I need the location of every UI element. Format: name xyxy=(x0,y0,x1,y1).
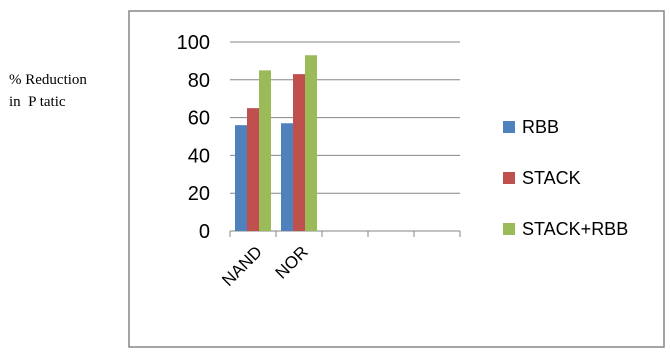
bar-nand-stack-plus-rbb xyxy=(259,70,271,231)
legend-label-stack: STACK xyxy=(522,168,581,188)
y-tick-100: 100 xyxy=(177,32,210,54)
legend-swatch-stack-plus-rbb xyxy=(503,223,515,235)
y-axis-label-line-2: in P tatic xyxy=(9,94,66,110)
y-tick-80: 80 xyxy=(188,70,210,92)
y-tick-0: 0 xyxy=(199,221,210,243)
bar-nor-stack-plus-rbb xyxy=(305,55,317,232)
bar-nand-stack xyxy=(247,108,259,231)
legend-label-rbb: RBB xyxy=(522,117,559,137)
bar-nor-stack xyxy=(293,74,305,231)
bars xyxy=(235,55,317,232)
y-axis-label-line-1: % Reduction xyxy=(9,72,87,88)
bar-nor-rbb xyxy=(281,123,293,231)
legend-label-stack-plus-rbb: STACK+RBB xyxy=(522,219,628,239)
y-axis-label: % Reduction in P tatic xyxy=(9,69,127,113)
legend-swatch-stack xyxy=(503,172,515,184)
y-tick-20: 20 xyxy=(188,183,210,205)
legend: RBB STACK STACK+RBB xyxy=(503,117,628,239)
bar-nand-rbb xyxy=(235,125,247,231)
y-tick-60: 60 xyxy=(188,108,210,130)
chart-frame xyxy=(128,10,665,348)
y-tick-40: 40 xyxy=(188,145,210,167)
legend-swatch-rbb xyxy=(503,121,515,133)
y-tick-labels: 0 20 40 60 80 100 xyxy=(177,32,210,243)
